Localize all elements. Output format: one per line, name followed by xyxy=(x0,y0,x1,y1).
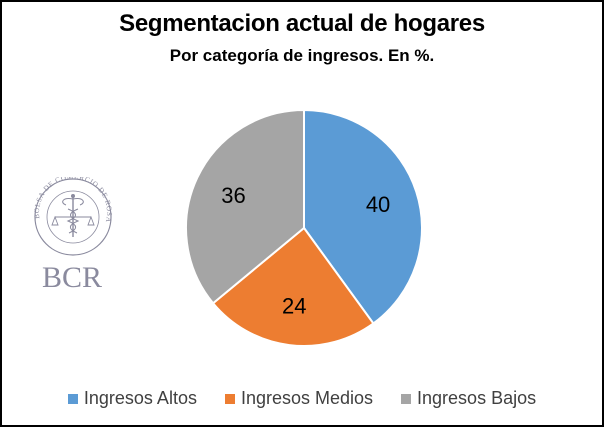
legend-label: Ingresos Medios xyxy=(240,388,374,408)
chart-title: Segmentacion actual de hogares xyxy=(119,10,485,37)
seal-icon: BOLSA DE COMERCIO DE ROSARIO xyxy=(22,177,112,256)
logo-wordmark: BCR xyxy=(42,261,102,294)
chart-legend: Ingresos Altos Ingresos Medios Ingresos Ba… xyxy=(2,388,602,409)
slice-ingresos-altos xyxy=(303,108,423,325)
bcr-logo: BOLSA DE COMERCIO DE ROSARIO BCR xyxy=(22,177,112,294)
data-label-ingresos-altos: 40 xyxy=(366,192,390,217)
legend-label: Ingresos Altos xyxy=(83,388,197,408)
data-label-ingresos-medios: 24 xyxy=(282,293,306,318)
chart-subtitle: Por categoría de ingresos. En %. xyxy=(169,46,435,65)
legend-label: Ingresos Bajos xyxy=(417,388,537,408)
slice-ingresos-medios xyxy=(211,226,375,347)
legend-item: Ingresos Altos xyxy=(67,388,197,409)
legend-swatch xyxy=(224,393,235,404)
legend-item: Ingresos Medios xyxy=(224,388,374,409)
legend-item: Ingresos Bajos xyxy=(401,388,536,409)
legend-swatch xyxy=(67,393,78,404)
legend-swatch xyxy=(401,393,412,404)
slice-ingresos-bajos xyxy=(185,108,305,305)
data-label-ingresos-bajos: 36 xyxy=(221,183,245,208)
